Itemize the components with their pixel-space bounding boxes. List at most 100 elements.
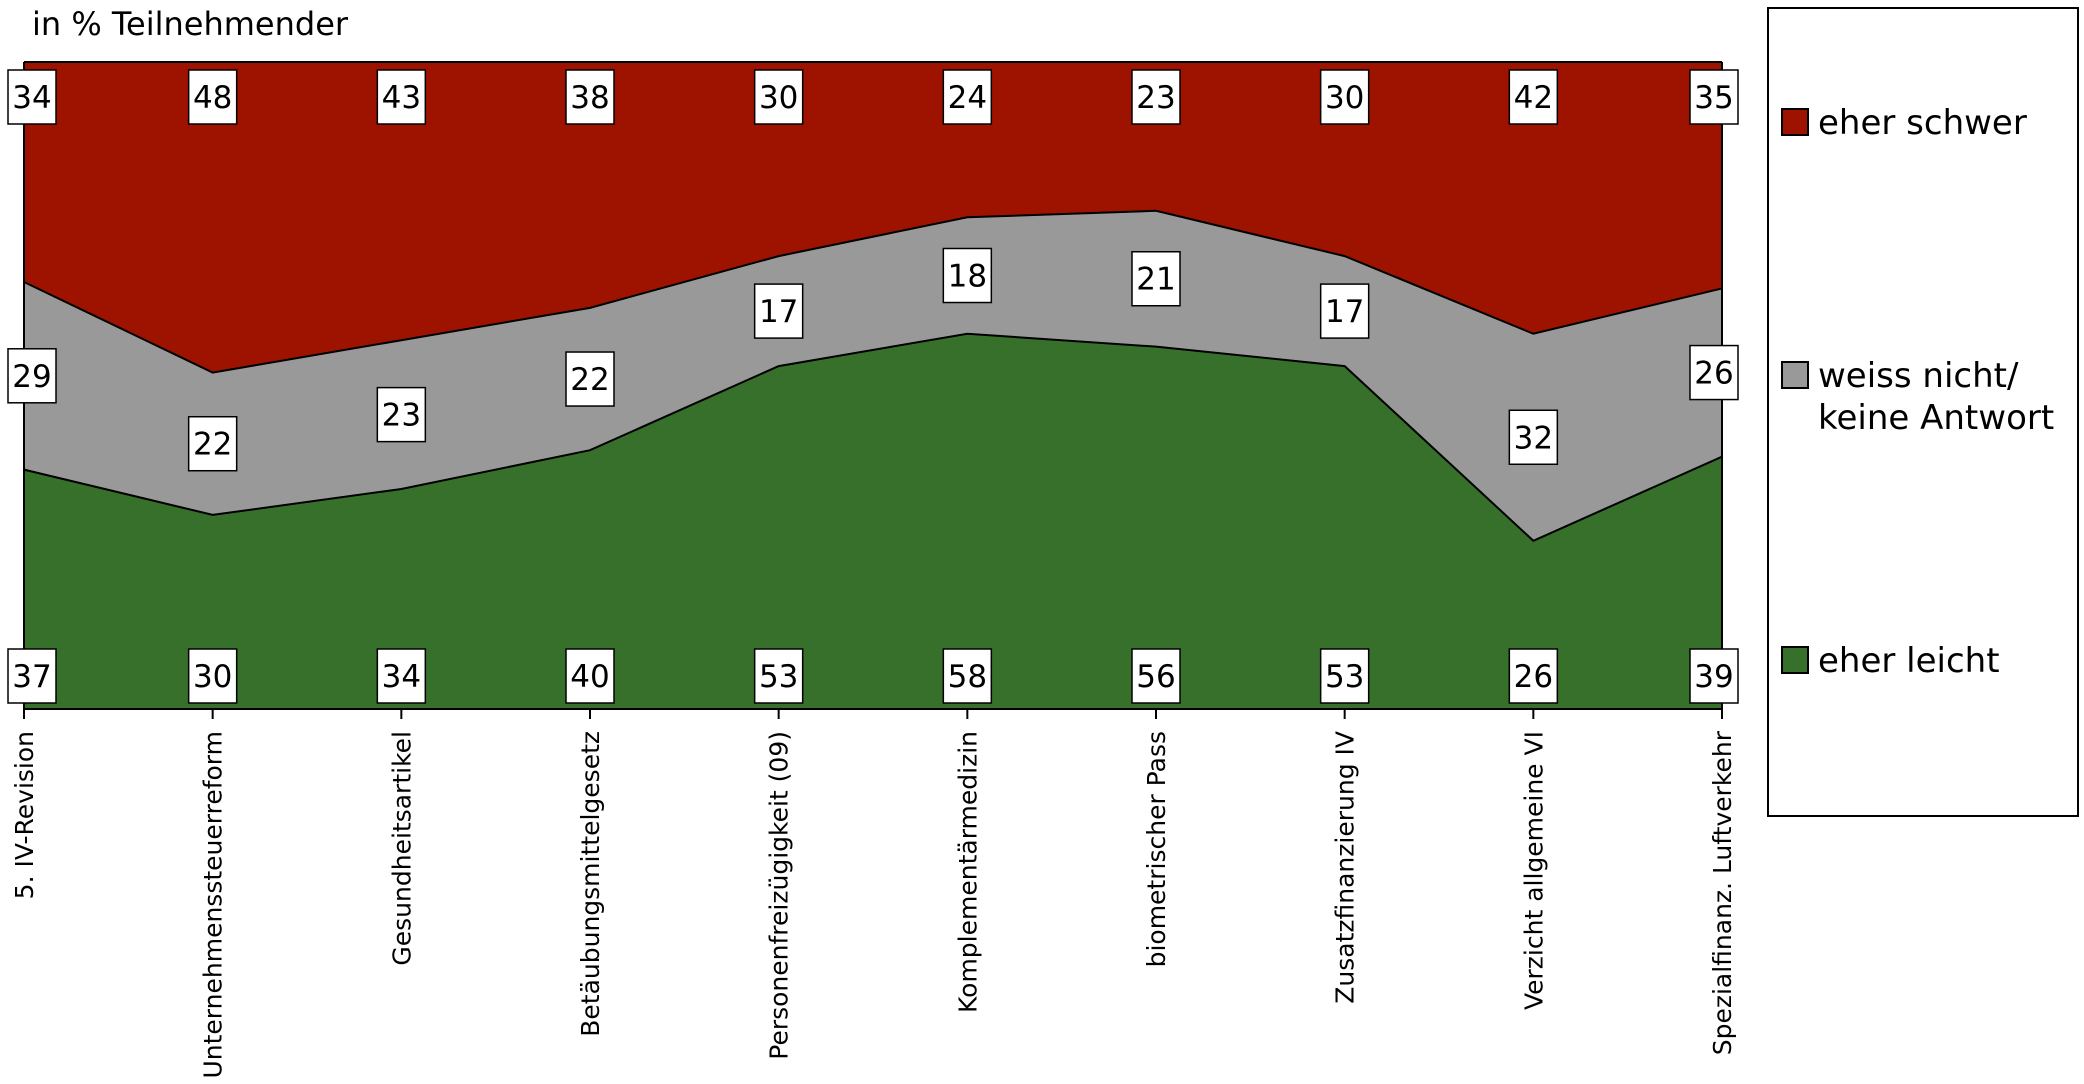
value-label-box: [1508, 648, 1559, 704]
value-label-text: 30: [193, 659, 232, 695]
value-label-text: 34: [382, 659, 421, 695]
value-label: 58: [942, 648, 993, 704]
value-label-box: [376, 648, 427, 704]
value-label: 23: [1131, 69, 1181, 125]
value-label: 43: [376, 69, 427, 125]
value-label-text: 53: [759, 659, 798, 695]
value-label: 24: [942, 69, 993, 125]
value-label-text: 40: [570, 659, 609, 695]
value-label-box: [187, 69, 238, 125]
legend-item: eher schwer: [1781, 103, 2027, 143]
value-label: 21: [1131, 250, 1181, 307]
value-label: 34: [376, 648, 427, 704]
value-label-text: 37: [12, 659, 51, 695]
legend-label-line2: keine Antwort: [1818, 398, 2054, 438]
x-tick-label: Personenfreizügigkeit (09): [765, 731, 794, 1060]
value-label-box: [1689, 648, 1739, 704]
value-label: 30: [753, 69, 804, 125]
value-label-text: 56: [1136, 659, 1175, 695]
value-label-text: 48: [193, 80, 232, 116]
value-label-text: 35: [1694, 80, 1733, 116]
value-label-text: 29: [12, 359, 51, 395]
value-label-text: 53: [1325, 659, 1364, 695]
value-label-box: [1319, 283, 1370, 339]
legend-box: [1767, 7, 2079, 817]
value-label: 26: [1689, 344, 1739, 401]
legend-item: weiss nicht/keine Antwort: [1781, 356, 2054, 438]
value-label: 34: [7, 69, 57, 125]
value-label: 42: [1508, 69, 1559, 125]
value-label-box: [942, 648, 993, 704]
value-label-box: [753, 648, 804, 704]
value-label: 39: [1689, 648, 1739, 704]
value-label: 56: [1131, 648, 1181, 704]
value-labels: 37 30 34 40 53 58 56 53 26 39 29 22 23 22 17 18 21 17 32 26…: [7, 69, 1739, 704]
value-label-text: 42: [1514, 80, 1553, 116]
area-eher-leicht: [24, 333, 1722, 709]
value-label-box: [7, 69, 57, 125]
value-label-text: 30: [1325, 80, 1364, 116]
value-label-text: 18: [948, 259, 987, 295]
value-label: 53: [753, 648, 804, 704]
value-label-box: [565, 351, 615, 407]
value-label: 22: [565, 351, 615, 407]
x-tick-label: Verzicht allgemeine VI: [1519, 731, 1548, 1010]
area-eher-schwer: [24, 62, 1722, 373]
value-label: 30: [1319, 69, 1370, 125]
value-label: 30: [187, 648, 238, 704]
value-label: 22: [187, 415, 238, 472]
value-label: 17: [1319, 283, 1370, 339]
x-tick-label: biometrischer Pass: [1142, 731, 1171, 967]
value-label-box: [1131, 250, 1181, 307]
value-label-text: 39: [1694, 659, 1733, 695]
value-label-box: [1508, 69, 1559, 125]
value-label-text: 34: [12, 80, 51, 116]
value-label-text: 58: [948, 659, 987, 695]
value-label: 37: [7, 648, 57, 704]
value-label-box: [1689, 344, 1739, 401]
value-label-text: 23: [382, 398, 421, 434]
value-label-box: [753, 69, 804, 125]
value-label-box: [7, 348, 57, 404]
area-layers: [23, 62, 1723, 709]
area-boundary-line: [23, 332, 1723, 542]
value-label-box: [1319, 69, 1370, 125]
value-label-text: 26: [1514, 659, 1553, 695]
value-label-text: 32: [1514, 420, 1553, 456]
value-label-box: [1131, 648, 1181, 704]
value-label-box: [1508, 409, 1559, 466]
value-label-box: [1131, 69, 1181, 125]
value-label-box: [942, 69, 993, 125]
value-label-box: [7, 648, 57, 704]
value-label-box: [753, 283, 804, 339]
value-label-text: 17: [1325, 294, 1364, 330]
value-label-box: [1689, 69, 1739, 125]
value-label-box: [565, 69, 615, 125]
value-label: 38: [565, 69, 615, 125]
value-label-box: [376, 69, 427, 125]
value-label: 32: [1508, 409, 1559, 466]
x-tick-label: Gesundheitsartikel: [387, 731, 416, 966]
legend-swatch: [1781, 361, 1809, 389]
x-tick-label: Komplementärmedizin: [953, 731, 982, 1013]
area-weiss-nicht-keine-antwort: [24, 210, 1722, 541]
value-label-box: [1319, 648, 1370, 704]
legend-swatch: [1781, 646, 1809, 674]
value-label-text: 24: [948, 80, 987, 116]
value-label-text: 38: [570, 80, 609, 116]
value-label: 40: [565, 648, 615, 704]
value-label-box: [187, 415, 238, 472]
value-label-box: [187, 648, 238, 704]
value-label-box: [376, 386, 427, 443]
value-label: 48: [187, 69, 238, 125]
value-label: 23: [376, 386, 427, 443]
value-label: 17: [753, 283, 804, 339]
y-axis-label: in % Teilnehmender: [32, 5, 349, 43]
value-label-text: 22: [193, 427, 232, 463]
x-tick-label: Betäubungsmittelgesetz: [576, 731, 605, 1037]
value-label: 29: [7, 348, 57, 404]
value-label: 26: [1508, 648, 1559, 704]
x-tick-label: Zusatzfinanzierung IV: [1331, 731, 1360, 1004]
legend: eher schwer weiss nicht/keine Antwort eher…: [1767, 7, 2079, 817]
